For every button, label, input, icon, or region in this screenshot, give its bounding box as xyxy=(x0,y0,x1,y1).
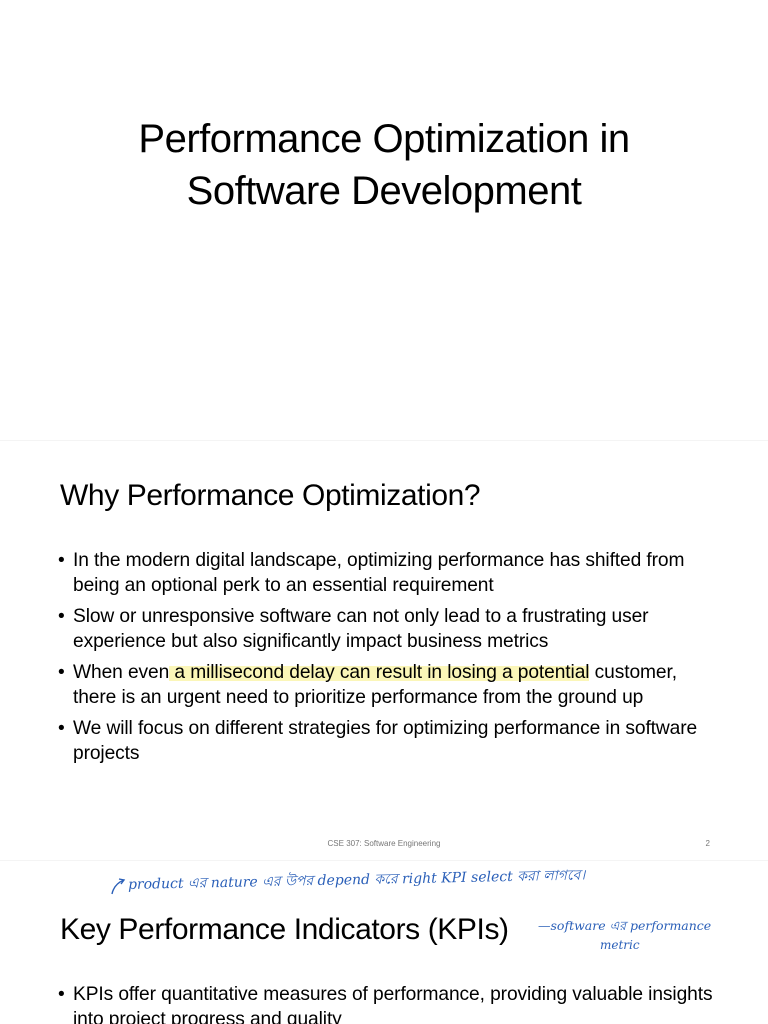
handwritten-annotation: metric xyxy=(600,938,640,952)
bullet-icon: • xyxy=(58,984,65,1005)
handwritten-note: product এর nature এর উপর depend করে righ… xyxy=(127,867,586,893)
slide-divider xyxy=(0,860,768,861)
title-line-2: Software Development xyxy=(186,169,582,213)
bullet-text: In the modern digital landscape, optimiz… xyxy=(73,550,685,596)
slide-divider xyxy=(0,440,768,441)
page-number: 2 xyxy=(705,839,710,848)
highlighted-text: a millisecond delay can result in losing… xyxy=(169,662,590,683)
bullet-item: • In the modern digital landscape, optim… xyxy=(58,548,718,598)
why-optimization-slide: Why Performance Optimization? • In the m… xyxy=(0,440,768,860)
bullet-text: KPIs offer quantitative measures of perf… xyxy=(73,984,713,1024)
bullet-item: • KPIs offer quantitative measures of pe… xyxy=(58,982,718,1024)
bullet-icon: • xyxy=(58,550,65,571)
bullet-text-prefix: When even xyxy=(73,662,170,683)
bullet-text-continued: customer, there is an urgent need to pri… xyxy=(73,662,677,708)
handwritten-annotation: —software এর performance xyxy=(538,918,712,933)
slide-heading: Key Performance Indicators (KPIs) xyxy=(60,913,509,946)
bullet-icon: • xyxy=(58,718,65,739)
bullet-text: We will focus on different strategies fo… xyxy=(73,718,698,764)
bullet-icon: • xyxy=(58,662,65,683)
title-slide: Performance Optimization in Software Dev… xyxy=(0,0,768,440)
slide-title: Performance Optimization in Software Dev… xyxy=(0,113,768,217)
bullet-item: • We will focus on different strategies … xyxy=(58,716,718,766)
slide-footer: CSE 307: Software Engineering xyxy=(327,839,441,848)
handwritten-arrow-icon xyxy=(111,878,126,895)
bullet-list: • KPIs offer quantitative measures of pe… xyxy=(58,982,718,1024)
bullet-list: • In the modern digital landscape, optim… xyxy=(58,548,718,772)
bullet-icon: • xyxy=(58,606,65,627)
kpi-slide: product এর nature এর উপর depend করে righ… xyxy=(0,860,768,1024)
title-line-1: Performance Optimization in xyxy=(138,117,630,161)
bullet-item: • When even a millisecond delay can resu… xyxy=(58,660,718,710)
bullet-item: • Slow or unresponsive software can not … xyxy=(58,604,718,654)
bullet-text: Slow or unresponsive software can not on… xyxy=(73,606,649,652)
slide-heading: Why Performance Optimization? xyxy=(60,479,481,512)
